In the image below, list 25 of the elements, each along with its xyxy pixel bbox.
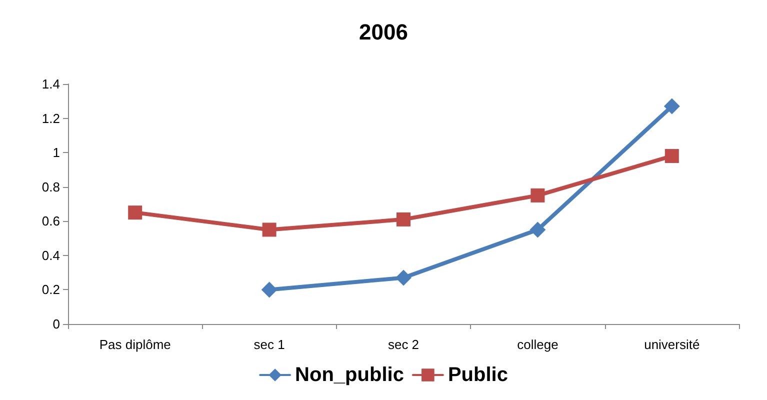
legend-label: Non_public: [295, 364, 404, 386]
x-tick-label: sec 1: [254, 337, 285, 352]
y-tick-label: 0.8: [42, 179, 60, 194]
legend-label: Public: [448, 364, 508, 386]
y-tick-label: 1.2: [42, 110, 60, 126]
point: [128, 206, 142, 220]
point: [530, 222, 546, 238]
x-tick-label: sec 2: [388, 337, 420, 352]
point: [664, 149, 679, 163]
point: [530, 188, 545, 202]
y-tick-label: 1: [52, 145, 60, 160]
x-tick-label: université: [644, 337, 700, 352]
y-tick-label: 0.4: [42, 248, 60, 263]
y-tick-label: 0.2: [42, 282, 60, 298]
x-tick-label: college: [517, 337, 558, 352]
point: [261, 282, 278, 298]
x-tick-label: Pas diplôme: [99, 337, 171, 352]
point: [396, 270, 412, 286]
point: [664, 98, 680, 114]
point: [262, 222, 276, 237]
point: [396, 212, 410, 226]
y-tick-label: 0: [52, 316, 60, 332]
chart-title: 2006: [359, 20, 408, 44]
y-tick-label: 0.6: [42, 214, 60, 229]
y-tick-label: 1.4: [42, 76, 60, 92]
